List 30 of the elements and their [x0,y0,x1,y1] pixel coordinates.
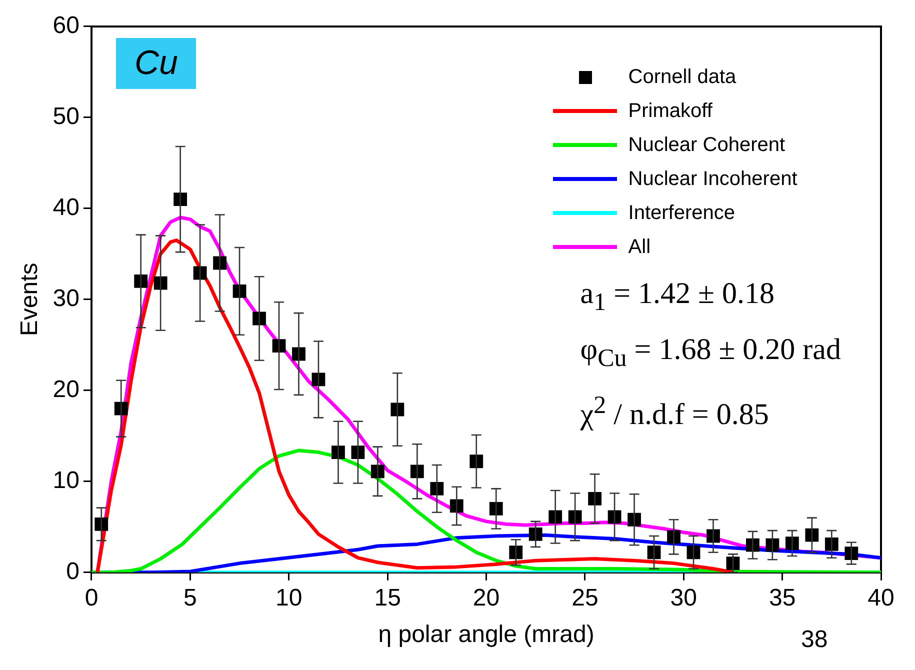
y-tick-label: 50 [52,103,80,130]
y-tick-label: 30 [52,285,80,312]
x-tick-label: 35 [768,584,796,612]
legend-label: Cornell data [628,65,736,90]
y-tick-label: 20 [52,376,80,404]
x-tick-label: 20 [472,584,500,612]
x-axis-title: η polar angle (mrad) [378,621,594,648]
y-tick-label: 0 [66,558,80,586]
y-axis-title: Events [16,262,44,336]
x-tick-label: 25 [572,584,598,612]
annotation: χ$^{2}$ / n.d.f = 0.85 [580,391,770,434]
annotation: a$_{1}$ = 1.42 ± 0.18 [580,276,776,318]
text: 38 [801,626,828,654]
legend-label: All [628,235,651,260]
point [686,546,700,560]
y-tick-label: 60 [52,12,80,40]
y-tick-label: 10 [52,467,80,494]
y-tick-label: 40 [52,194,80,222]
x-tick-label: 10 [276,584,302,612]
legend-label: Primakoff [628,99,712,124]
x-tick-label: 0 [84,584,98,612]
legend-label: Nuclear Incoherent [628,167,798,192]
annotation: Cu [116,38,196,90]
x-tick-label: 40 [868,584,894,612]
legend-label: Interference [628,201,736,226]
x-tick-label: 15 [374,584,401,612]
annotation: φ$_{Cu}$ = 1.68 ± 0.20 rad [580,332,841,374]
legend-label: Nuclear Coherent [628,133,786,158]
x-tick-label: 30 [670,584,697,612]
x-tick-label: 5 [184,584,197,612]
